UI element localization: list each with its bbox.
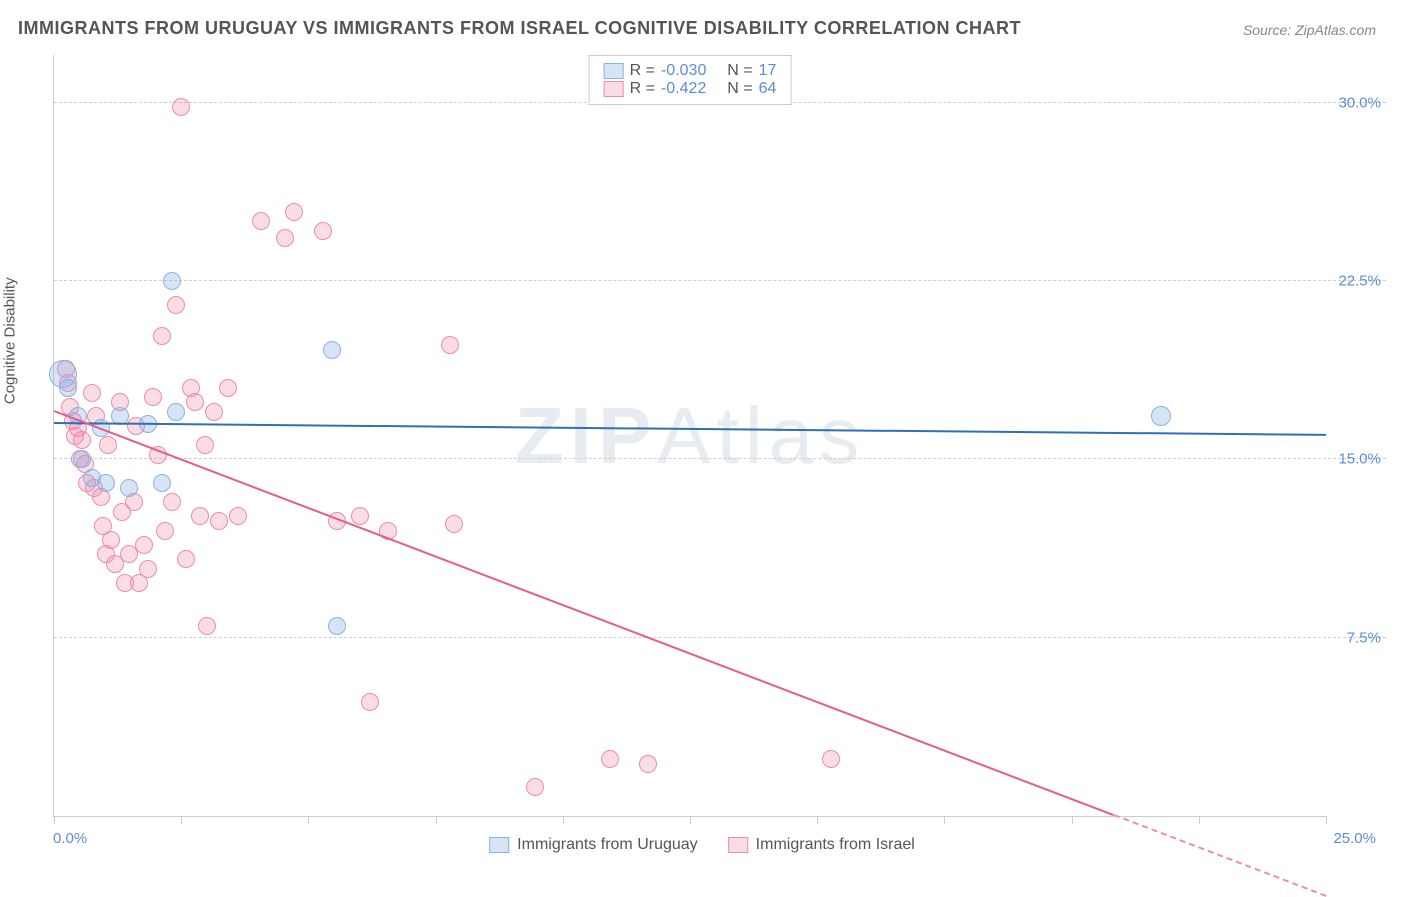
- chart-title: IMMIGRANTS FROM URUGUAY VS IMMIGRANTS FR…: [18, 18, 1021, 39]
- r-prefix: R =: [630, 80, 655, 98]
- trend-line-extrapolated: [1114, 814, 1327, 897]
- scatter-point: [639, 755, 657, 773]
- scatter-point: [186, 393, 204, 411]
- scatter-point: [285, 203, 303, 221]
- trend-line: [54, 422, 1326, 436]
- n-prefix: N =: [727, 80, 752, 98]
- scatter-point: [822, 750, 840, 768]
- scatter-point: [102, 531, 120, 549]
- israel-n-value: 64: [759, 80, 777, 98]
- scatter-point: [83, 384, 101, 402]
- swatch-uruguay: [604, 63, 624, 79]
- gridline: [54, 280, 1386, 281]
- scatter-point: [205, 403, 223, 421]
- scatter-point: [135, 536, 153, 554]
- legend-item-uruguay: Immigrants from Uruguay: [489, 836, 698, 854]
- x-tick: [817, 816, 818, 824]
- scatter-point: [73, 450, 91, 468]
- scatter-point: [210, 512, 228, 530]
- x-tick: [1199, 816, 1200, 824]
- swatch-uruguay: [489, 837, 509, 853]
- x-axis-start-label: 0.0%: [53, 830, 87, 847]
- x-tick: [181, 816, 182, 824]
- scatter-point: [351, 507, 369, 525]
- trend-line: [54, 410, 1115, 816]
- x-tick: [308, 816, 309, 824]
- scatter-point: [601, 750, 619, 768]
- scatter-point: [229, 507, 247, 525]
- uruguay-n-value: 17: [759, 62, 777, 80]
- n-prefix: N =: [727, 62, 752, 80]
- legend-item-israel: Immigrants from Israel: [728, 836, 915, 854]
- scatter-point: [445, 515, 463, 533]
- series-legend: Immigrants from Uruguay Immigrants from …: [489, 836, 915, 854]
- israel-r-value: -0.422: [661, 80, 706, 98]
- x-tick: [436, 816, 437, 824]
- correlation-legend: R = -0.030 N = 17 R = -0.422 N = 64: [589, 55, 792, 105]
- x-tick: [944, 816, 945, 824]
- scatter-point: [328, 617, 346, 635]
- scatter-point: [196, 436, 214, 454]
- scatter-point: [191, 507, 209, 525]
- scatter-point: [139, 560, 157, 578]
- y-axis-label: Cognitive Disability: [2, 277, 19, 404]
- scatter-point: [163, 493, 181, 511]
- x-tick: [563, 816, 564, 824]
- scatter-point: [120, 479, 138, 497]
- scatter-point: [441, 336, 459, 354]
- y-tick-label: 22.5%: [1338, 272, 1381, 289]
- x-axis-end-label: 25.0%: [1333, 830, 1376, 847]
- legend-row-israel: R = -0.422 N = 64: [604, 80, 777, 98]
- scatter-point: [361, 693, 379, 711]
- scatter-point: [252, 212, 270, 230]
- scatter-point: [97, 474, 115, 492]
- scatter-point: [276, 229, 294, 247]
- r-prefix: R =: [630, 62, 655, 80]
- uruguay-label: Immigrants from Uruguay: [517, 836, 698, 854]
- scatter-point: [73, 431, 91, 449]
- chart-container: Cognitive Disability ZIPAtlas R = -0.030…: [18, 55, 1386, 862]
- y-tick-label: 15.0%: [1338, 451, 1381, 468]
- x-tick: [690, 816, 691, 824]
- swatch-israel: [728, 837, 748, 853]
- y-tick-label: 7.5%: [1347, 629, 1381, 646]
- scatter-point: [167, 296, 185, 314]
- scatter-point: [167, 403, 185, 421]
- scatter-point: [144, 388, 162, 406]
- x-tick: [1326, 816, 1327, 824]
- israel-label: Immigrants from Israel: [756, 836, 915, 854]
- scatter-point: [172, 98, 190, 116]
- scatter-point: [323, 341, 341, 359]
- scatter-point: [198, 617, 216, 635]
- y-tick-label: 30.0%: [1338, 94, 1381, 111]
- swatch-israel: [604, 81, 624, 97]
- scatter-point: [1151, 406, 1171, 426]
- source-attribution: Source: ZipAtlas.com: [1243, 22, 1376, 38]
- scatter-point: [156, 522, 174, 540]
- plot-area: ZIPAtlas R = -0.030 N = 17 R = -0.422 N …: [53, 55, 1326, 817]
- gridline: [54, 637, 1386, 638]
- x-tick: [54, 816, 55, 824]
- scatter-point: [177, 550, 195, 568]
- scatter-point: [153, 474, 171, 492]
- scatter-point: [153, 327, 171, 345]
- x-tick: [1072, 816, 1073, 824]
- scatter-point: [99, 436, 117, 454]
- gridline: [54, 458, 1386, 459]
- watermark: ZIPAtlas: [515, 390, 865, 482]
- legend-row-uruguay: R = -0.030 N = 17: [604, 62, 777, 80]
- scatter-point: [314, 222, 332, 240]
- scatter-point: [163, 272, 181, 290]
- scatter-point: [526, 778, 544, 796]
- uruguay-r-value: -0.030: [661, 62, 706, 80]
- scatter-point: [59, 379, 77, 397]
- scatter-point: [219, 379, 237, 397]
